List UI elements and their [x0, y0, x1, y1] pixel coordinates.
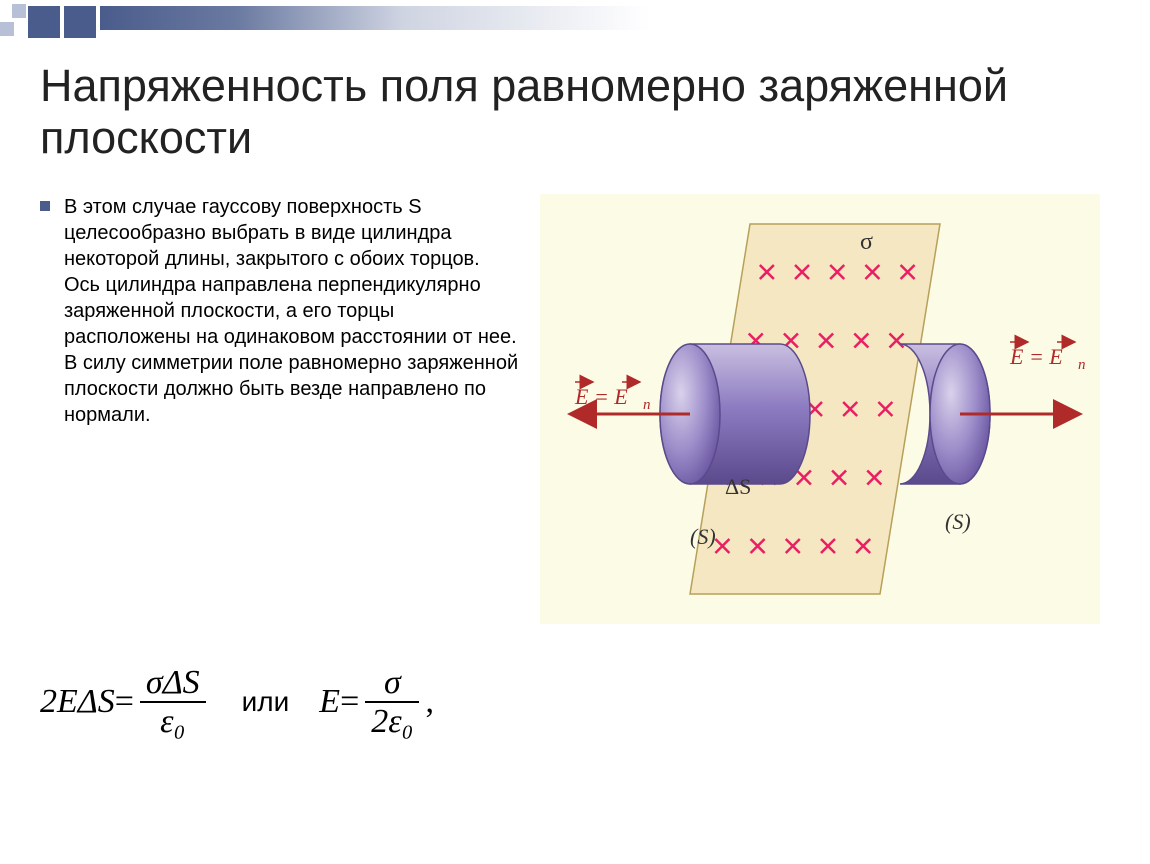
fraction-numerator: σΔS	[140, 664, 206, 701]
deco-gradient-bar	[100, 6, 650, 30]
deco-big-square	[28, 6, 60, 38]
svg-text:n: n	[643, 397, 651, 413]
formula-comma: ,	[425, 683, 434, 721]
bullet-square-icon	[40, 201, 50, 211]
surface-label-left: (S)	[690, 524, 716, 549]
header-decoration	[0, 0, 1150, 40]
fraction-denominator: 2ε₀	[365, 703, 419, 740]
bullet-text: В этом случае гауссову поверхность S цел…	[64, 194, 520, 428]
fraction-denominator: ε₀	[154, 703, 191, 740]
bullet-item: В этом случае гауссову поверхность S цел…	[40, 194, 520, 428]
svg-text:n: n	[1078, 357, 1086, 373]
text-column: В этом случае гауссову поверхность S цел…	[40, 194, 540, 428]
formula-eq: =	[115, 683, 134, 721]
svg-text:E = E: E = E	[1009, 344, 1063, 369]
sigma-label: σ	[860, 229, 873, 255]
surface-label-right: (S)	[945, 509, 971, 534]
deco-small-square	[12, 4, 26, 18]
formula-lhs2: E	[319, 683, 340, 721]
formula-fraction-1: σΔS ε₀	[140, 664, 206, 741]
formula-lhs: 2EΔS	[40, 683, 115, 721]
diagram-svg: σ	[540, 194, 1100, 624]
formula-row: 2EΔS = σΔS ε₀ или E = σ 2ε₀ ,	[40, 664, 1110, 741]
body-row: В этом случае гауссову поверхность S цел…	[40, 194, 1110, 624]
deco-small-square	[0, 22, 14, 36]
svg-text:E = E: E = E	[574, 384, 628, 409]
deco-big-square	[64, 6, 96, 38]
delta-s-label: ΔS	[725, 474, 751, 499]
or-text: или	[242, 686, 290, 718]
slide-title: Напряженность поля равномерно заряженной…	[40, 60, 1110, 164]
formula-fraction-2: σ 2ε₀	[365, 664, 419, 741]
diagram-column: σ	[540, 194, 1110, 624]
formula-eq2: =	[340, 683, 359, 721]
slide-content: Напряженность поля равномерно заряженной…	[40, 60, 1110, 740]
fraction-numerator: σ	[378, 664, 407, 701]
